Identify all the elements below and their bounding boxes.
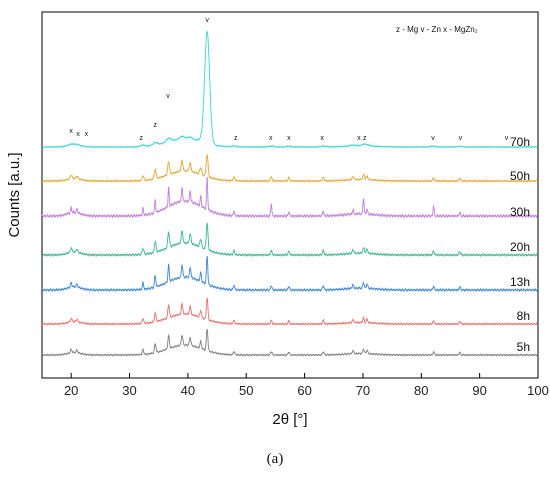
peak-marker: x: [357, 135, 361, 142]
x-axis-ticks: 20 30 40 50 60 70 80 90 100: [64, 373, 549, 398]
series-line-30h: [41, 177, 539, 219]
x-tick-label: 60: [297, 383, 311, 398]
x-tick-label: 90: [472, 383, 486, 398]
series-label-20h: 20h: [510, 240, 530, 254]
series-label-70h: 70h: [510, 135, 530, 149]
x-tick-label: 100: [527, 383, 549, 398]
peak-marker: x: [85, 131, 89, 138]
peak-marker: x: [269, 135, 273, 142]
x-tick-label: 70: [356, 383, 370, 398]
x-axis-title: 2θ [°]: [272, 411, 307, 428]
peak-marker: x: [69, 128, 73, 135]
series-label-5h: 5h: [517, 340, 530, 354]
series-label-30h: 30h: [510, 205, 530, 219]
series-label-13h: 13h: [510, 275, 530, 289]
series-line-50h: [41, 154, 539, 183]
peak-marker: v: [431, 135, 435, 142]
x-tick-label: 50: [239, 383, 253, 398]
panel-label: (a): [267, 451, 284, 467]
legend-text: z - Mg v - Zn x - MgZn₂: [396, 25, 478, 34]
series-line-8h: [41, 297, 539, 326]
series-label-8h: 8h: [517, 309, 530, 323]
peak-marker: z: [153, 122, 157, 129]
series-line-13h: [41, 255, 539, 293]
series-group: 5h 8h 13h 20h 30h 50h 70h: [41, 30, 539, 357]
series-line-70h: [41, 30, 539, 149]
x-tick-label: 30: [122, 383, 136, 398]
series-label-50h: 50h: [510, 169, 530, 183]
peak-marker: v: [505, 135, 509, 142]
peak-marker: z: [363, 135, 367, 142]
peak-marker: v: [459, 135, 463, 142]
peak-marker: z: [139, 135, 143, 142]
x-tick-label: 80: [414, 383, 428, 398]
x-tick-label: 40: [181, 383, 195, 398]
x-tick-label: 20: [64, 383, 78, 398]
series-line-5h: [41, 328, 539, 357]
peak-marker: v: [166, 93, 170, 100]
peak-marker: z: [234, 135, 238, 142]
plot-frame: [41, 11, 539, 379]
series-line-20h: [41, 222, 539, 258]
peak-marker: x: [76, 131, 80, 138]
peak-marker: x: [320, 135, 324, 142]
peak-marker: v: [205, 17, 209, 24]
peak-marker: x: [287, 135, 291, 142]
y-axis-title: Counts [a.u.]: [6, 152, 23, 237]
